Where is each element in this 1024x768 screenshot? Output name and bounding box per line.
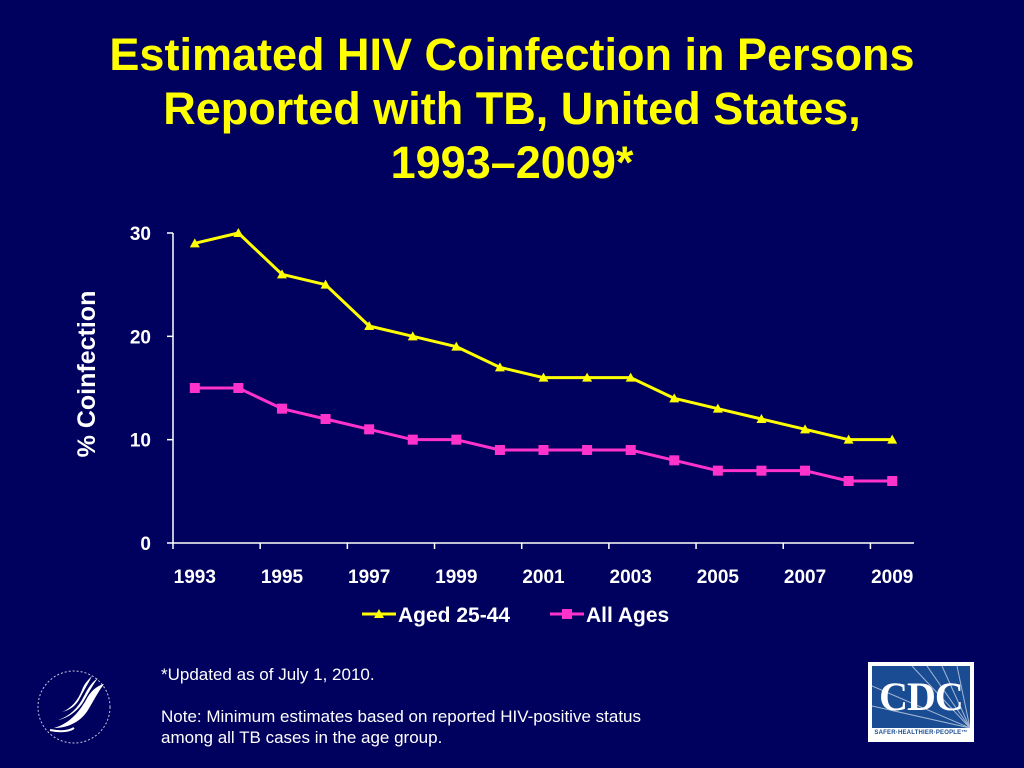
legend-marker-square [562, 609, 572, 619]
data-point-square [320, 414, 331, 424]
note-line-2: among all TB cases in the age group. [161, 728, 443, 747]
data-point-square [364, 424, 375, 435]
title-line-2: Reported with TB, United States, [163, 83, 861, 134]
data-point-triangle [364, 321, 375, 330]
data-point-triangle [800, 424, 811, 434]
hhs-eagle-seal-icon [37, 670, 111, 744]
slide-title: Estimated HIV Coinfection in Persons Rep… [20, 28, 1004, 190]
cdc-logo-mark: CDC [872, 666, 970, 728]
data-point-triangle [494, 362, 505, 372]
data-point-triangle [538, 372, 549, 382]
data-point-square [843, 476, 854, 486]
cdc-logo: CDC SAFER·HEALTHIER·PEOPLE™ [868, 662, 974, 742]
x-tick-label: 2001 [522, 567, 565, 588]
data-point-square [887, 476, 898, 486]
data-point-square [451, 434, 462, 445]
series-line-2 [194, 386, 893, 483]
footnote: *Updated as of July 1, 2010. Note: Minim… [161, 664, 801, 748]
cdc-tagline: SAFER·HEALTHIER·PEOPLE™ [874, 730, 968, 736]
data-point-square [712, 465, 723, 476]
data-point-triangle [756, 414, 767, 423]
data-point-square [538, 445, 549, 455]
y-tick-label: 0 [140, 534, 151, 555]
legend-label-1: Aged 25-44 [398, 604, 510, 627]
y-axis-label: % Coinfection [73, 291, 101, 458]
cdc-logo-text: CDC [879, 674, 964, 719]
data-point-triangle [233, 228, 244, 237]
data-point-square [189, 383, 200, 393]
data-point-square [582, 445, 593, 455]
x-tick-label: 2005 [697, 567, 740, 588]
data-point-square [276, 403, 287, 414]
data-point-triangle [669, 393, 680, 403]
y-tick-label: 10 [130, 431, 151, 452]
y-tick-label: 30 [130, 224, 151, 245]
data-point-triangle [451, 341, 462, 351]
data-point-triangle [582, 372, 593, 382]
note-line-1: Note: Minimum estimates based on reporte… [161, 707, 641, 726]
y-tick-label: 20 [130, 327, 151, 348]
x-tick-label: 1995 [261, 567, 304, 588]
legend-label-2: All Ages [586, 604, 669, 627]
x-tick-label: 1999 [435, 567, 477, 588]
legend-marker-triangle [374, 609, 384, 618]
data-point-triangle [843, 434, 854, 444]
data-point-square [233, 383, 244, 393]
x-tick-label: 2009 [871, 567, 913, 588]
data-point-triangle [712, 403, 723, 413]
data-point-square [669, 455, 680, 466]
data-point-triangle [887, 434, 898, 444]
x-tick-label: 2003 [610, 567, 652, 588]
data-point-triangle [320, 279, 331, 289]
x-tick-label: 1993 [174, 567, 216, 588]
data-point-square [625, 445, 636, 455]
data-point-triangle [189, 238, 200, 248]
data-point-square [407, 434, 418, 445]
data-point-square [800, 465, 811, 476]
data-point-square [756, 465, 767, 476]
data-point-triangle [625, 372, 636, 382]
data-point-triangle [276, 269, 287, 279]
title-line-3: 1993–2009* [390, 137, 634, 188]
title-line-1: Estimated HIV Coinfection in Persons [109, 29, 915, 80]
data-point-square [494, 445, 505, 455]
updated-note: *Updated as of July 1, 2010. [161, 665, 375, 684]
series-line-1 [194, 231, 893, 442]
cdc-rays-icon [872, 666, 970, 728]
x-tick-label: 1997 [348, 567, 390, 588]
x-tick-label: 2007 [784, 567, 826, 588]
data-point-triangle [407, 331, 418, 341]
